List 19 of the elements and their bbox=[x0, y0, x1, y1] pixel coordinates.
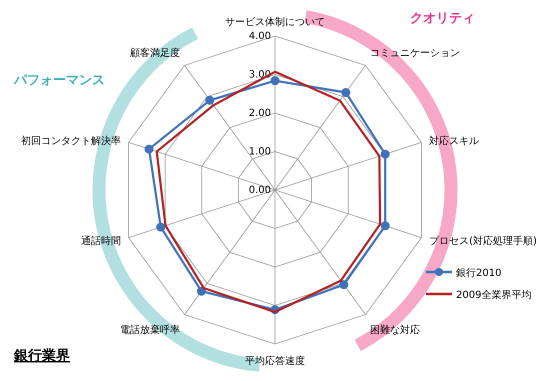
y-tick-label: 1.00 bbox=[248, 146, 271, 158]
spoke-label: 困難な対応 bbox=[370, 324, 420, 336]
y-tick-label: 0.00 bbox=[248, 185, 271, 196]
spoke-label: サービス体制について bbox=[225, 16, 325, 28]
spoke-label: プロセス(対応処理手順) bbox=[429, 235, 537, 248]
spoke-label: 電話放棄呼率 bbox=[120, 324, 180, 336]
spoke-label: 顧客満足度 bbox=[130, 46, 180, 59]
y-tick-label: 4.00 bbox=[248, 31, 271, 42]
text: 銀行業界 bbox=[13, 348, 70, 364]
spoke-label: 対応スキル bbox=[429, 134, 480, 147]
spoke-label: 初回コンタクト解決率 bbox=[20, 134, 121, 147]
y-tick-label: 2.00 bbox=[248, 108, 271, 119]
spoke-label: 平均応答速度 bbox=[245, 355, 305, 367]
spoke-label: コミュニケーション bbox=[370, 48, 460, 59]
legend-label: 銀行2010 bbox=[456, 268, 502, 279]
text: パフォーマンス bbox=[13, 73, 105, 88]
text: クオリティ bbox=[410, 11, 475, 26]
legend-label: 2009全業界平均 bbox=[456, 289, 532, 301]
spoke-label: 通話時間 bbox=[80, 235, 121, 248]
